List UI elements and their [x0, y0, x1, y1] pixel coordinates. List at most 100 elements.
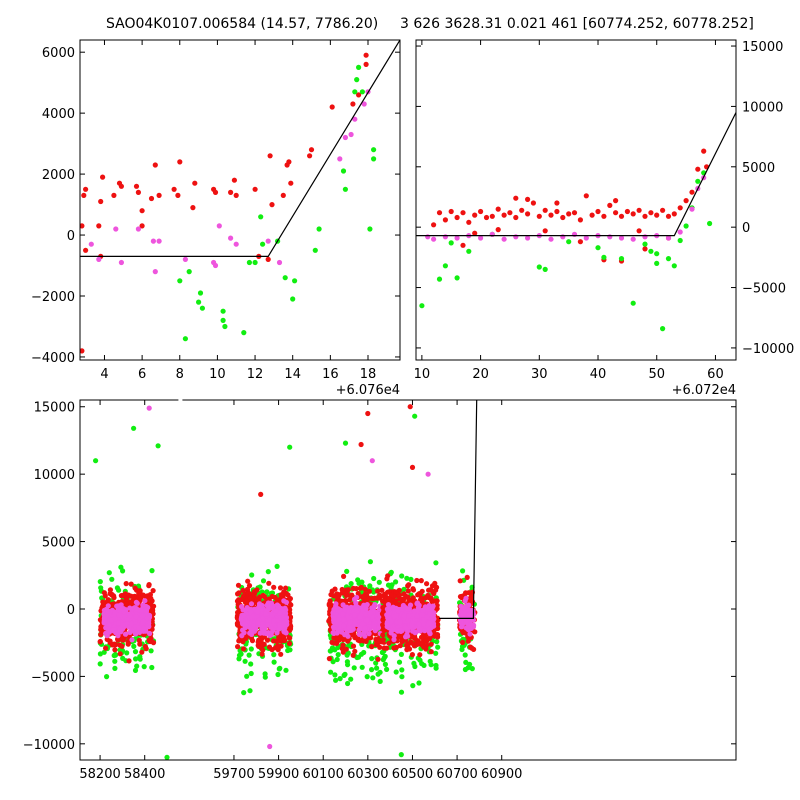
red-point	[434, 584, 440, 591]
red-point	[277, 585, 284, 591]
red-point	[472, 629, 478, 635]
red-point	[137, 641, 143, 647]
x-tick-label: 60500	[392, 767, 433, 782]
red-point	[636, 228, 642, 234]
magenta-point	[269, 612, 275, 618]
magenta-point	[274, 630, 280, 636]
red-point	[407, 404, 413, 410]
magenta-point	[240, 627, 246, 633]
y-tick-label: 15000	[742, 40, 783, 55]
red-point	[660, 207, 666, 213]
green-point	[370, 675, 376, 681]
green-point	[434, 639, 440, 645]
green-point	[399, 674, 405, 680]
red-point	[259, 651, 265, 657]
magenta-point	[689, 206, 695, 212]
green-point	[241, 690, 247, 696]
red-point	[255, 639, 261, 645]
red-point	[107, 587, 113, 593]
green-point	[683, 223, 689, 229]
green-point	[275, 671, 281, 678]
magenta-point	[425, 471, 431, 477]
x-tick-label: 60	[707, 367, 724, 382]
red-point	[128, 581, 134, 587]
red-point	[624, 208, 631, 215]
green-point	[377, 678, 383, 685]
green-point	[348, 676, 354, 682]
green-point	[149, 664, 155, 671]
red-point	[308, 147, 315, 153]
magenta-point	[270, 605, 276, 611]
red-point	[366, 595, 372, 602]
green-point	[246, 652, 252, 658]
green-point	[276, 666, 282, 672]
red-point	[340, 642, 346, 648]
plot-area	[80, 40, 400, 354]
magenta-point	[431, 236, 437, 242]
red-point	[357, 585, 363, 591]
magenta-point	[429, 623, 436, 630]
red-point	[554, 208, 560, 215]
red-point	[648, 210, 654, 216]
magenta-point	[240, 607, 246, 613]
red-point	[350, 652, 356, 658]
green-point	[287, 444, 293, 450]
red-point	[618, 213, 625, 219]
magenta-point	[367, 610, 374, 616]
magenta-point	[359, 621, 365, 627]
x-tick-label: 58200	[79, 767, 120, 782]
red-point	[98, 198, 104, 205]
green-point	[290, 296, 296, 302]
red-point	[240, 587, 246, 593]
green-point	[93, 458, 99, 464]
red-point	[384, 645, 390, 651]
magenta-point	[140, 613, 146, 619]
magenta-point	[120, 622, 126, 628]
green-point	[355, 577, 361, 583]
magenta-point	[121, 613, 128, 619]
magenta-point	[393, 627, 399, 633]
x-tick-label: 59700	[213, 767, 254, 782]
green-point	[333, 677, 339, 683]
green-point	[398, 752, 404, 758]
red-point	[256, 597, 262, 603]
magenta-point	[607, 234, 613, 240]
red-point	[601, 213, 607, 219]
red-point	[397, 596, 403, 602]
magenta-point	[270, 627, 276, 633]
magenta-point	[677, 229, 683, 235]
green-point	[247, 688, 253, 694]
green-point	[419, 303, 425, 309]
red-point	[267, 153, 273, 159]
magenta-point	[411, 608, 418, 614]
magenta-point	[277, 624, 283, 630]
red-point	[701, 148, 707, 154]
green-point	[316, 226, 322, 232]
green-point	[367, 583, 373, 589]
green-point	[433, 560, 439, 566]
red-point	[409, 652, 415, 658]
green-point	[97, 579, 103, 585]
red-point	[245, 578, 251, 584]
magenta-point	[385, 602, 392, 608]
green-point	[344, 568, 350, 575]
red-point	[119, 643, 125, 649]
red-point	[100, 174, 106, 180]
magenta-point	[354, 606, 360, 612]
magenta-point	[357, 614, 363, 620]
x-tick-label: 16	[322, 367, 339, 382]
right-chart-title: 3 626 3628.31 0.021 461 [60774.252, 6077…	[400, 16, 754, 32]
magenta-point	[156, 238, 162, 244]
red-point	[460, 639, 466, 646]
red-point	[339, 586, 345, 593]
red-point	[345, 587, 351, 593]
red-point	[117, 651, 123, 657]
green-point	[112, 658, 118, 664]
green-point	[104, 674, 110, 680]
magenta-point	[267, 617, 273, 623]
green-point	[116, 587, 122, 593]
red-point	[434, 602, 440, 608]
magenta-point	[281, 620, 287, 627]
x-tick-label: 60700	[436, 767, 477, 782]
axes-frame	[79, 399, 737, 761]
